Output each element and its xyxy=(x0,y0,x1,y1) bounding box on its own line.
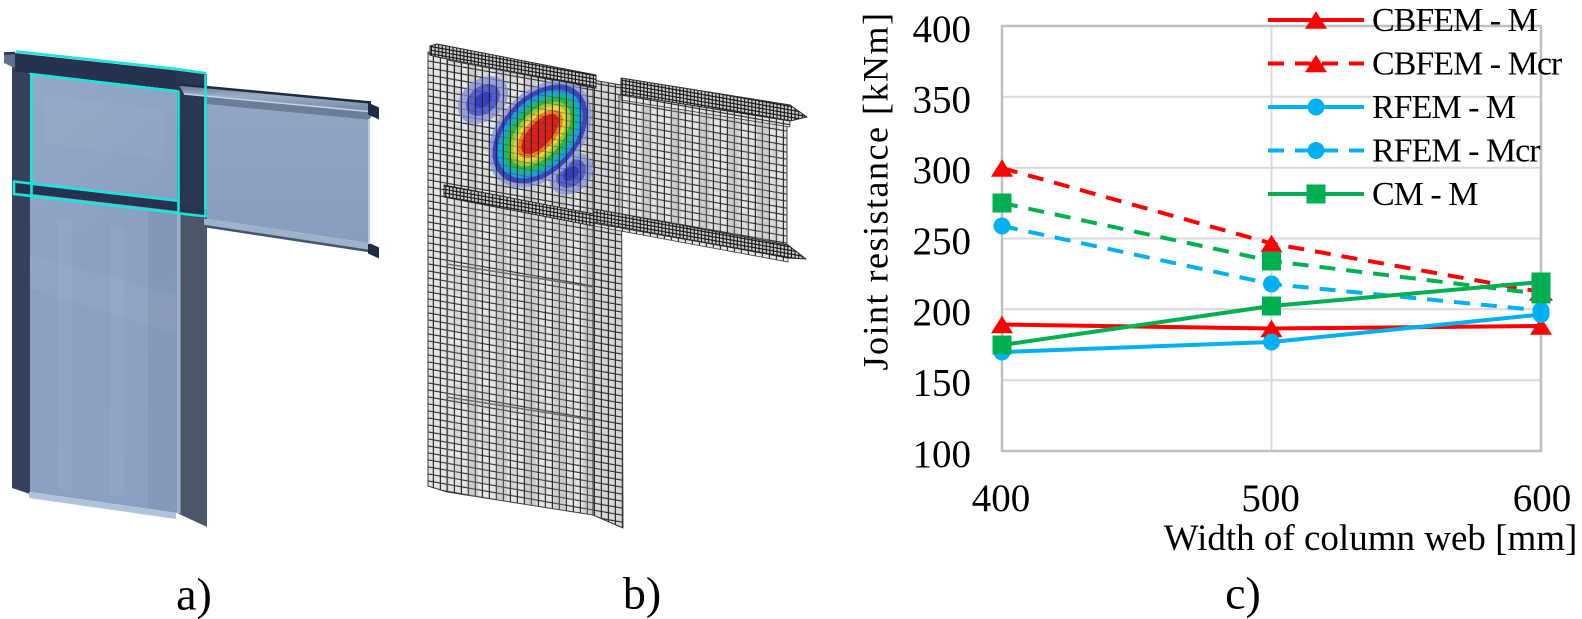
svg-text:100: 100 xyxy=(913,433,972,476)
svg-text:350: 350 xyxy=(913,79,972,122)
svg-text:a): a) xyxy=(176,569,212,619)
svg-text:b): b) xyxy=(623,568,661,619)
svg-text:c): c) xyxy=(1225,568,1261,619)
svg-text:Joint resistance [kNm]: Joint resistance [kNm] xyxy=(856,12,896,371)
svg-text:CM - M: CM - M xyxy=(1372,176,1478,213)
svg-text:Width of column web [mm]: Width of column web [mm] xyxy=(1164,518,1578,559)
svg-text:150: 150 xyxy=(913,362,972,405)
svg-text:250: 250 xyxy=(913,220,972,263)
svg-text:400: 400 xyxy=(972,477,1031,520)
svg-text:RFEM - Mcr: RFEM - Mcr xyxy=(1372,133,1541,170)
svg-text:600: 600 xyxy=(1513,477,1572,520)
svg-text:CBFEM - M: CBFEM - M xyxy=(1372,2,1538,39)
svg-text:400: 400 xyxy=(913,8,972,51)
svg-text:300: 300 xyxy=(913,149,972,192)
svg-text:RFEM - M: RFEM - M xyxy=(1372,89,1516,126)
svg-text:500: 500 xyxy=(1241,477,1300,520)
svg-text:CBFEM - Mcr: CBFEM - Mcr xyxy=(1372,46,1563,83)
svg-text:200: 200 xyxy=(913,291,972,334)
